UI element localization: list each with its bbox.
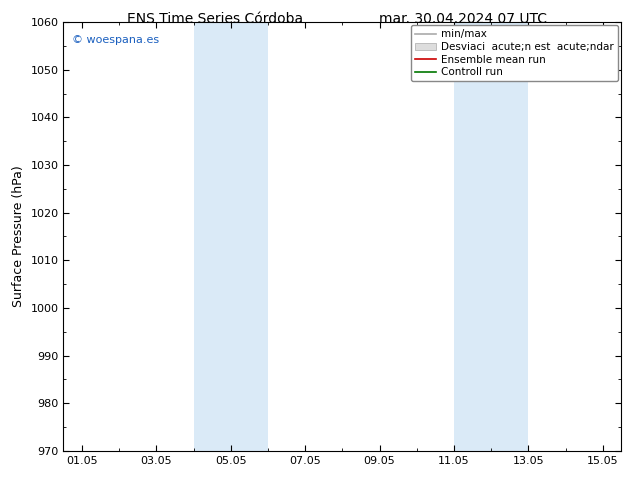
Bar: [454, 22, 528, 451]
Legend: min/max, Desviaci  acute;n est  acute;ndar, Ensemble mean run, Controll run: min/max, Desviaci acute;n est acute;ndar…: [411, 25, 618, 81]
Text: ENS Time Series Córdoba: ENS Time Series Córdoba: [127, 12, 304, 26]
Text: © woespana.es: © woespana.es: [72, 35, 159, 45]
Bar: [193, 22, 268, 451]
Text: mar. 30.04.2024 07 UTC: mar. 30.04.2024 07 UTC: [379, 12, 547, 26]
Y-axis label: Surface Pressure (hPa): Surface Pressure (hPa): [12, 166, 25, 307]
